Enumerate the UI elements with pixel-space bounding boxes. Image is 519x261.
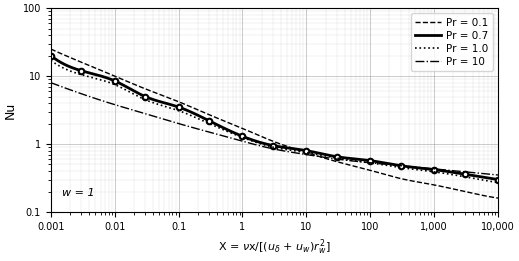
- Pr = 1.0: [102, 79, 108, 82]
- Pr = 1.0: [48, 59, 54, 62]
- Pr = 10: [225, 136, 231, 139]
- Pr = 1.0: [495, 181, 501, 184]
- Pr = 10: [329, 157, 335, 160]
- Pr = 0.7: [371, 159, 377, 163]
- Pr = 0.7: [102, 76, 108, 79]
- Pr = 0.1: [373, 170, 379, 174]
- Text: w = 1: w = 1: [62, 188, 94, 198]
- Pr = 0.7: [194, 113, 200, 116]
- Pr = 10: [495, 173, 501, 176]
- X-axis label: X = $\nu$x/[($u_\delta$ + $u_w$)$r_w^2$]: X = $\nu$x/[($u_\delta$ + $u_w$)$r_w^2$]: [218, 237, 331, 257]
- Pr = 0.1: [194, 108, 200, 111]
- Pr = 0.7: [48, 54, 54, 57]
- Pr = 0.1: [329, 159, 335, 162]
- Pr = 1.0: [194, 116, 200, 120]
- Line: Pr = 0.7: Pr = 0.7: [51, 56, 498, 180]
- Pr = 0.1: [48, 48, 54, 51]
- Line: Pr = 1.0: Pr = 1.0: [51, 61, 498, 183]
- Pr = 1.0: [225, 130, 231, 133]
- Pr = 0.7: [329, 154, 335, 157]
- Pr = 0.1: [225, 121, 231, 124]
- Pr = 10: [102, 100, 108, 103]
- Pr = 0.1: [371, 170, 377, 173]
- Pr = 10: [371, 162, 377, 165]
- Pr = 10: [194, 127, 200, 130]
- Pr = 0.1: [102, 70, 108, 73]
- Line: Pr = 10: Pr = 10: [51, 83, 498, 175]
- Pr = 1.0: [373, 162, 379, 165]
- Pr = 0.7: [225, 128, 231, 132]
- Pr = 0.1: [495, 197, 501, 200]
- Pr = 10: [48, 81, 54, 84]
- Line: Pr = 0.1: Pr = 0.1: [51, 49, 498, 198]
- Pr = 0.7: [373, 160, 379, 163]
- Pr = 0.7: [495, 178, 501, 181]
- Pr = 10: [373, 162, 379, 165]
- Pr = 1.0: [329, 156, 335, 159]
- Y-axis label: Nu: Nu: [4, 102, 17, 119]
- Pr = 1.0: [371, 162, 377, 165]
- Legend: Pr = 0.1, Pr = 0.7, Pr = 1.0, Pr = 10: Pr = 0.1, Pr = 0.7, Pr = 1.0, Pr = 10: [411, 13, 493, 71]
